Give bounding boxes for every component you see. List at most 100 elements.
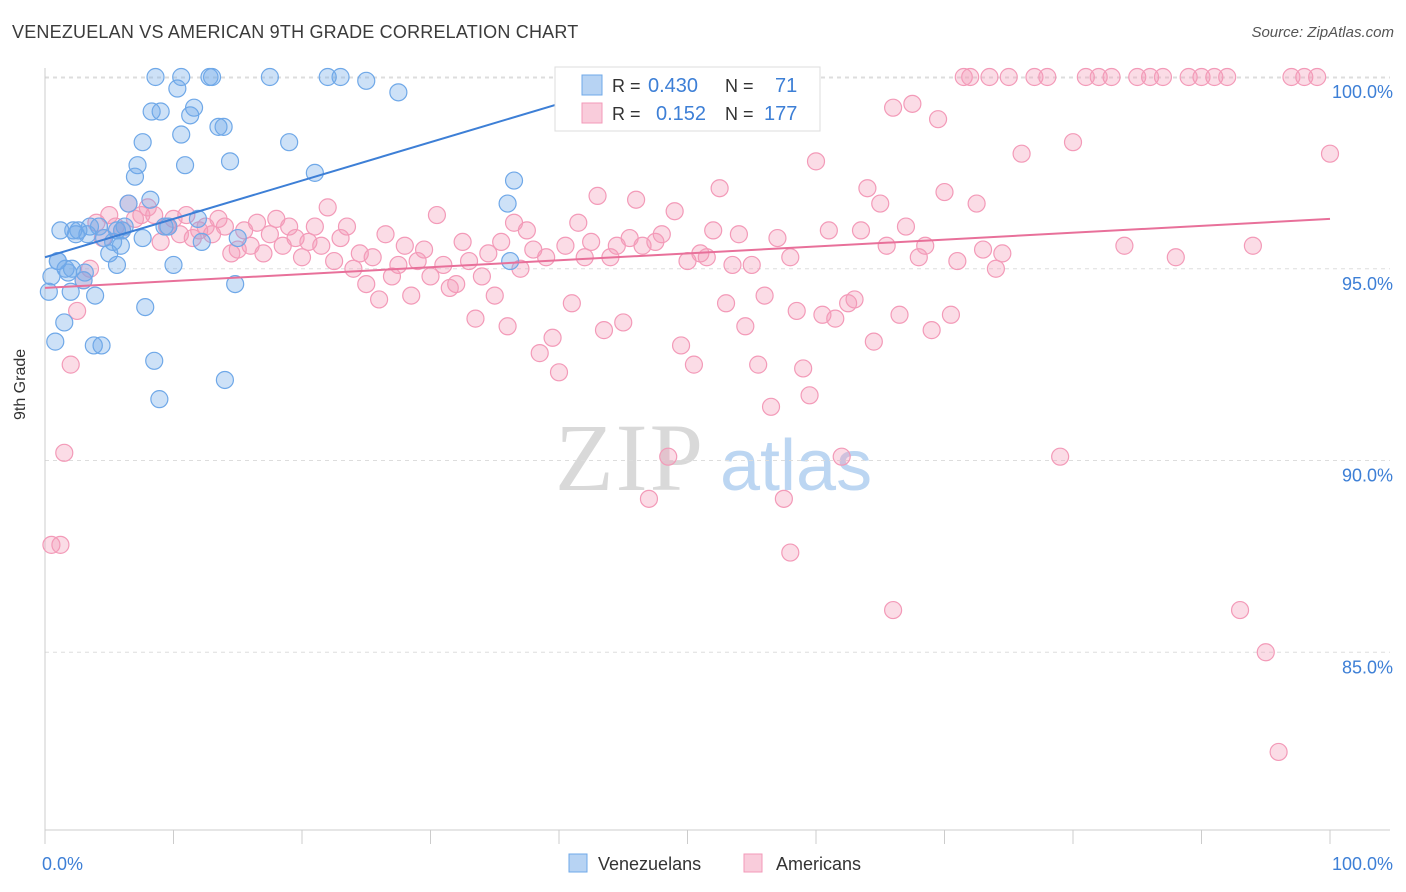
venezuelan-point [188, 209, 208, 228]
american-point [543, 328, 562, 347]
american-point [948, 251, 967, 271]
venezuelan-point [151, 102, 170, 121]
american-point [864, 332, 883, 351]
venezuelan-point [86, 286, 105, 305]
venezuelan-trend-line [44, 76, 650, 259]
american-point [1192, 67, 1211, 87]
venezuelan-point [168, 79, 187, 98]
american-point [781, 248, 800, 267]
american-point [845, 290, 864, 309]
american-point [890, 305, 909, 324]
american-point [704, 221, 723, 240]
american-point [755, 286, 774, 305]
venezuelan-point [111, 236, 130, 255]
american-point [479, 244, 498, 263]
venezuelan-point [164, 255, 183, 275]
american-point [659, 447, 678, 466]
american-point [556, 236, 575, 255]
american-point [614, 313, 633, 332]
american-point [260, 225, 279, 244]
american-point [781, 543, 800, 562]
legend-n-value: 71 [775, 75, 797, 97]
venezuelan-point [56, 259, 75, 278]
american-point [51, 535, 70, 554]
american-point [877, 236, 896, 255]
y-tick-label: 85.0% [1342, 657, 1393, 677]
legend-r-value: 0.152 [656, 103, 706, 125]
american-point [292, 248, 312, 267]
venezuelan-point [172, 125, 191, 144]
y-tick-label: 100.0% [1332, 82, 1393, 102]
american-point [1282, 67, 1301, 87]
american-point [922, 321, 941, 340]
chart-title: VENEZUELAN VS AMERICAN 9TH GRADE CORRELA… [12, 22, 579, 42]
venezuelan-point [175, 156, 195, 175]
venezuelan-point [69, 221, 88, 240]
venezuelan-point [146, 67, 165, 87]
venezuelan-point [280, 133, 299, 152]
american-point [736, 317, 755, 336]
bottom-legend-venezuelans: Venezuelans [598, 854, 701, 874]
venezuelan-point [357, 71, 376, 90]
venezuelan-point [200, 67, 219, 87]
american-point [331, 228, 350, 248]
american-point [562, 294, 581, 313]
venezuelan-point [504, 171, 524, 190]
american-point [1179, 67, 1198, 87]
american-point [749, 355, 768, 374]
american-point [761, 397, 781, 416]
american-point [305, 217, 324, 236]
venezuelan-point [209, 117, 228, 136]
american-point [1295, 67, 1314, 87]
american-point [1076, 67, 1095, 87]
y-tick-label: 95.0% [1342, 274, 1393, 294]
american-point [1128, 67, 1147, 87]
american-point [549, 363, 569, 382]
venezuelan-point [84, 336, 103, 355]
american-point [1038, 67, 1057, 87]
american-point [1115, 236, 1134, 255]
venezuelan-point [192, 232, 211, 252]
venezuelan-point [51, 221, 70, 240]
american-point [1230, 600, 1250, 620]
american-point [954, 67, 973, 87]
venezuelan-point [136, 298, 155, 317]
venezuelan-point [89, 217, 109, 236]
venezuelan-point [226, 274, 245, 294]
american-point [427, 205, 447, 225]
american-point [980, 67, 999, 87]
american-point [254, 244, 273, 263]
american-point [1025, 67, 1044, 87]
american-point [967, 194, 986, 213]
venezuelan-point [74, 271, 93, 290]
american-point [1153, 67, 1173, 87]
venezuelan-point [220, 152, 240, 171]
american-point [774, 489, 793, 508]
american-point [55, 443, 74, 462]
american-point [1256, 643, 1275, 662]
american-point [325, 251, 344, 271]
american-point [1051, 447, 1070, 466]
venezuelan-point [141, 190, 160, 209]
american-point [1205, 67, 1224, 87]
american-point [665, 202, 684, 221]
american-point [1308, 67, 1327, 87]
venezuelan-point [215, 370, 234, 390]
american-point [883, 600, 903, 620]
american-point [517, 221, 536, 240]
american-point [61, 355, 80, 374]
american-point [710, 179, 729, 198]
american-point [100, 205, 119, 225]
american-point [626, 190, 646, 209]
legend-n-label: N = [725, 76, 754, 96]
venezuelan-point [389, 83, 408, 102]
american-point [312, 236, 331, 255]
venezuelan-point [184, 98, 204, 117]
american-point [492, 232, 511, 252]
american-point [1089, 67, 1108, 87]
american-point [414, 240, 434, 259]
american-point [1140, 67, 1160, 87]
american-point [1063, 133, 1083, 152]
american-point [472, 267, 491, 286]
